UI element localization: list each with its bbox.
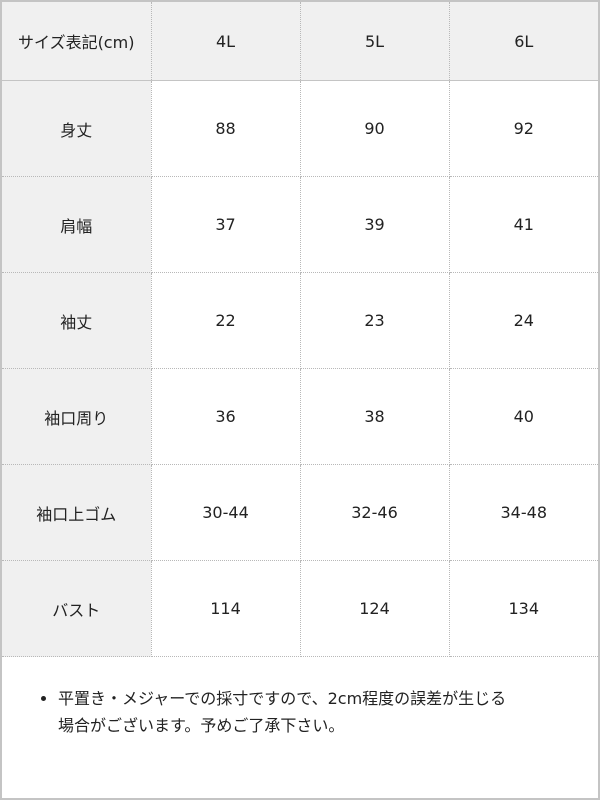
cell: 30-44 (151, 464, 301, 561)
table-row: 袖口周り 36 38 40 (2, 368, 598, 465)
row-label: 袖口上ゴム (2, 464, 152, 561)
table-row: 身丈 88 90 92 (2, 80, 598, 177)
header-size-label: サイズ表記(cm) (2, 2, 152, 81)
measurement-note: 平置き・メジャーでの採寸ですので、2cm程度の誤差が生じる 場合がございます。予… (2, 657, 598, 739)
header-row: サイズ表記(cm) 4L 5L 6L (2, 2, 598, 81)
size-table: サイズ表記(cm) 4L 5L 6L 身丈 88 90 92 肩幅 37 39 … (2, 2, 598, 657)
header-6l: 6L (449, 2, 598, 81)
row-label: 袖口周り (2, 368, 152, 465)
cell: 34-48 (449, 464, 598, 561)
cell: 114 (151, 560, 301, 657)
cell: 32-46 (300, 464, 450, 561)
table-row: 肩幅 37 39 41 (2, 176, 598, 273)
table-row: バスト 114 124 134 (2, 560, 598, 657)
cell: 22 (151, 272, 301, 369)
cell: 23 (300, 272, 450, 369)
table-row: 袖丈 22 23 24 (2, 272, 598, 369)
cell: 90 (300, 80, 450, 177)
cell: 36 (151, 368, 301, 465)
note-item: 平置き・メジャーでの採寸ですので、2cm程度の誤差が生じる 場合がございます。予… (58, 685, 598, 739)
note-line-1: 平置き・メジャーでの採寸ですので、2cm程度の誤差が生じる (58, 689, 507, 708)
row-label: バスト (2, 560, 152, 657)
row-label: 肩幅 (2, 176, 152, 273)
cell: 39 (300, 176, 450, 273)
note-line-2: 場合がございます。予めご了承下さい。 (58, 716, 345, 735)
header-5l: 5L (300, 2, 450, 81)
cell: 38 (300, 368, 450, 465)
cell: 40 (449, 368, 598, 465)
row-label: 袖丈 (2, 272, 152, 369)
cell: 92 (449, 80, 598, 177)
cell: 37 (151, 176, 301, 273)
header-4l: 4L (151, 2, 301, 81)
cell: 124 (300, 560, 450, 657)
cell: 41 (449, 176, 598, 273)
table-row: 袖口上ゴム 30-44 32-46 34-48 (2, 464, 598, 561)
row-label: 身丈 (2, 80, 152, 177)
cell: 134 (449, 560, 598, 657)
cell: 24 (449, 272, 598, 369)
cell: 88 (151, 80, 301, 177)
